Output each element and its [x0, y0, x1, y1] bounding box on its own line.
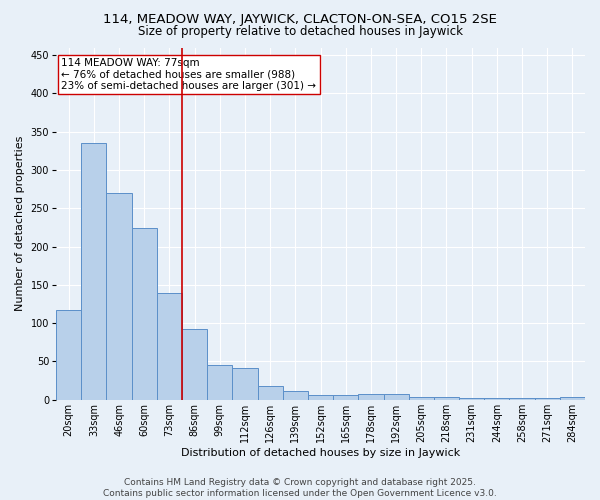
Bar — [207, 366, 232, 400]
Text: Contains HM Land Registry data © Crown copyright and database right 2025.
Contai: Contains HM Land Registry data © Crown c… — [103, 478, 497, 498]
Bar — [535, 398, 560, 400]
Text: 114 MEADOW WAY: 77sqm
← 76% of detached houses are smaller (988)
23% of semi-det: 114 MEADOW WAY: 77sqm ← 76% of detached … — [61, 58, 316, 92]
Y-axis label: Number of detached properties: Number of detached properties — [15, 136, 25, 312]
Bar — [182, 328, 207, 400]
X-axis label: Distribution of detached houses by size in Jaywick: Distribution of detached houses by size … — [181, 448, 460, 458]
Bar — [56, 310, 82, 400]
Bar — [131, 228, 157, 400]
Bar — [257, 386, 283, 400]
Bar — [308, 395, 333, 400]
Bar — [283, 392, 308, 400]
Bar — [333, 395, 358, 400]
Bar — [434, 398, 459, 400]
Bar — [232, 368, 257, 400]
Bar — [560, 398, 585, 400]
Bar — [509, 398, 535, 400]
Bar — [383, 394, 409, 400]
Bar — [358, 394, 383, 400]
Bar — [409, 398, 434, 400]
Bar — [106, 193, 131, 400]
Bar — [484, 398, 509, 400]
Text: 114, MEADOW WAY, JAYWICK, CLACTON-ON-SEA, CO15 2SE: 114, MEADOW WAY, JAYWICK, CLACTON-ON-SEA… — [103, 12, 497, 26]
Text: Size of property relative to detached houses in Jaywick: Size of property relative to detached ho… — [137, 25, 463, 38]
Bar — [82, 143, 106, 400]
Bar — [157, 292, 182, 400]
Bar — [459, 398, 484, 400]
